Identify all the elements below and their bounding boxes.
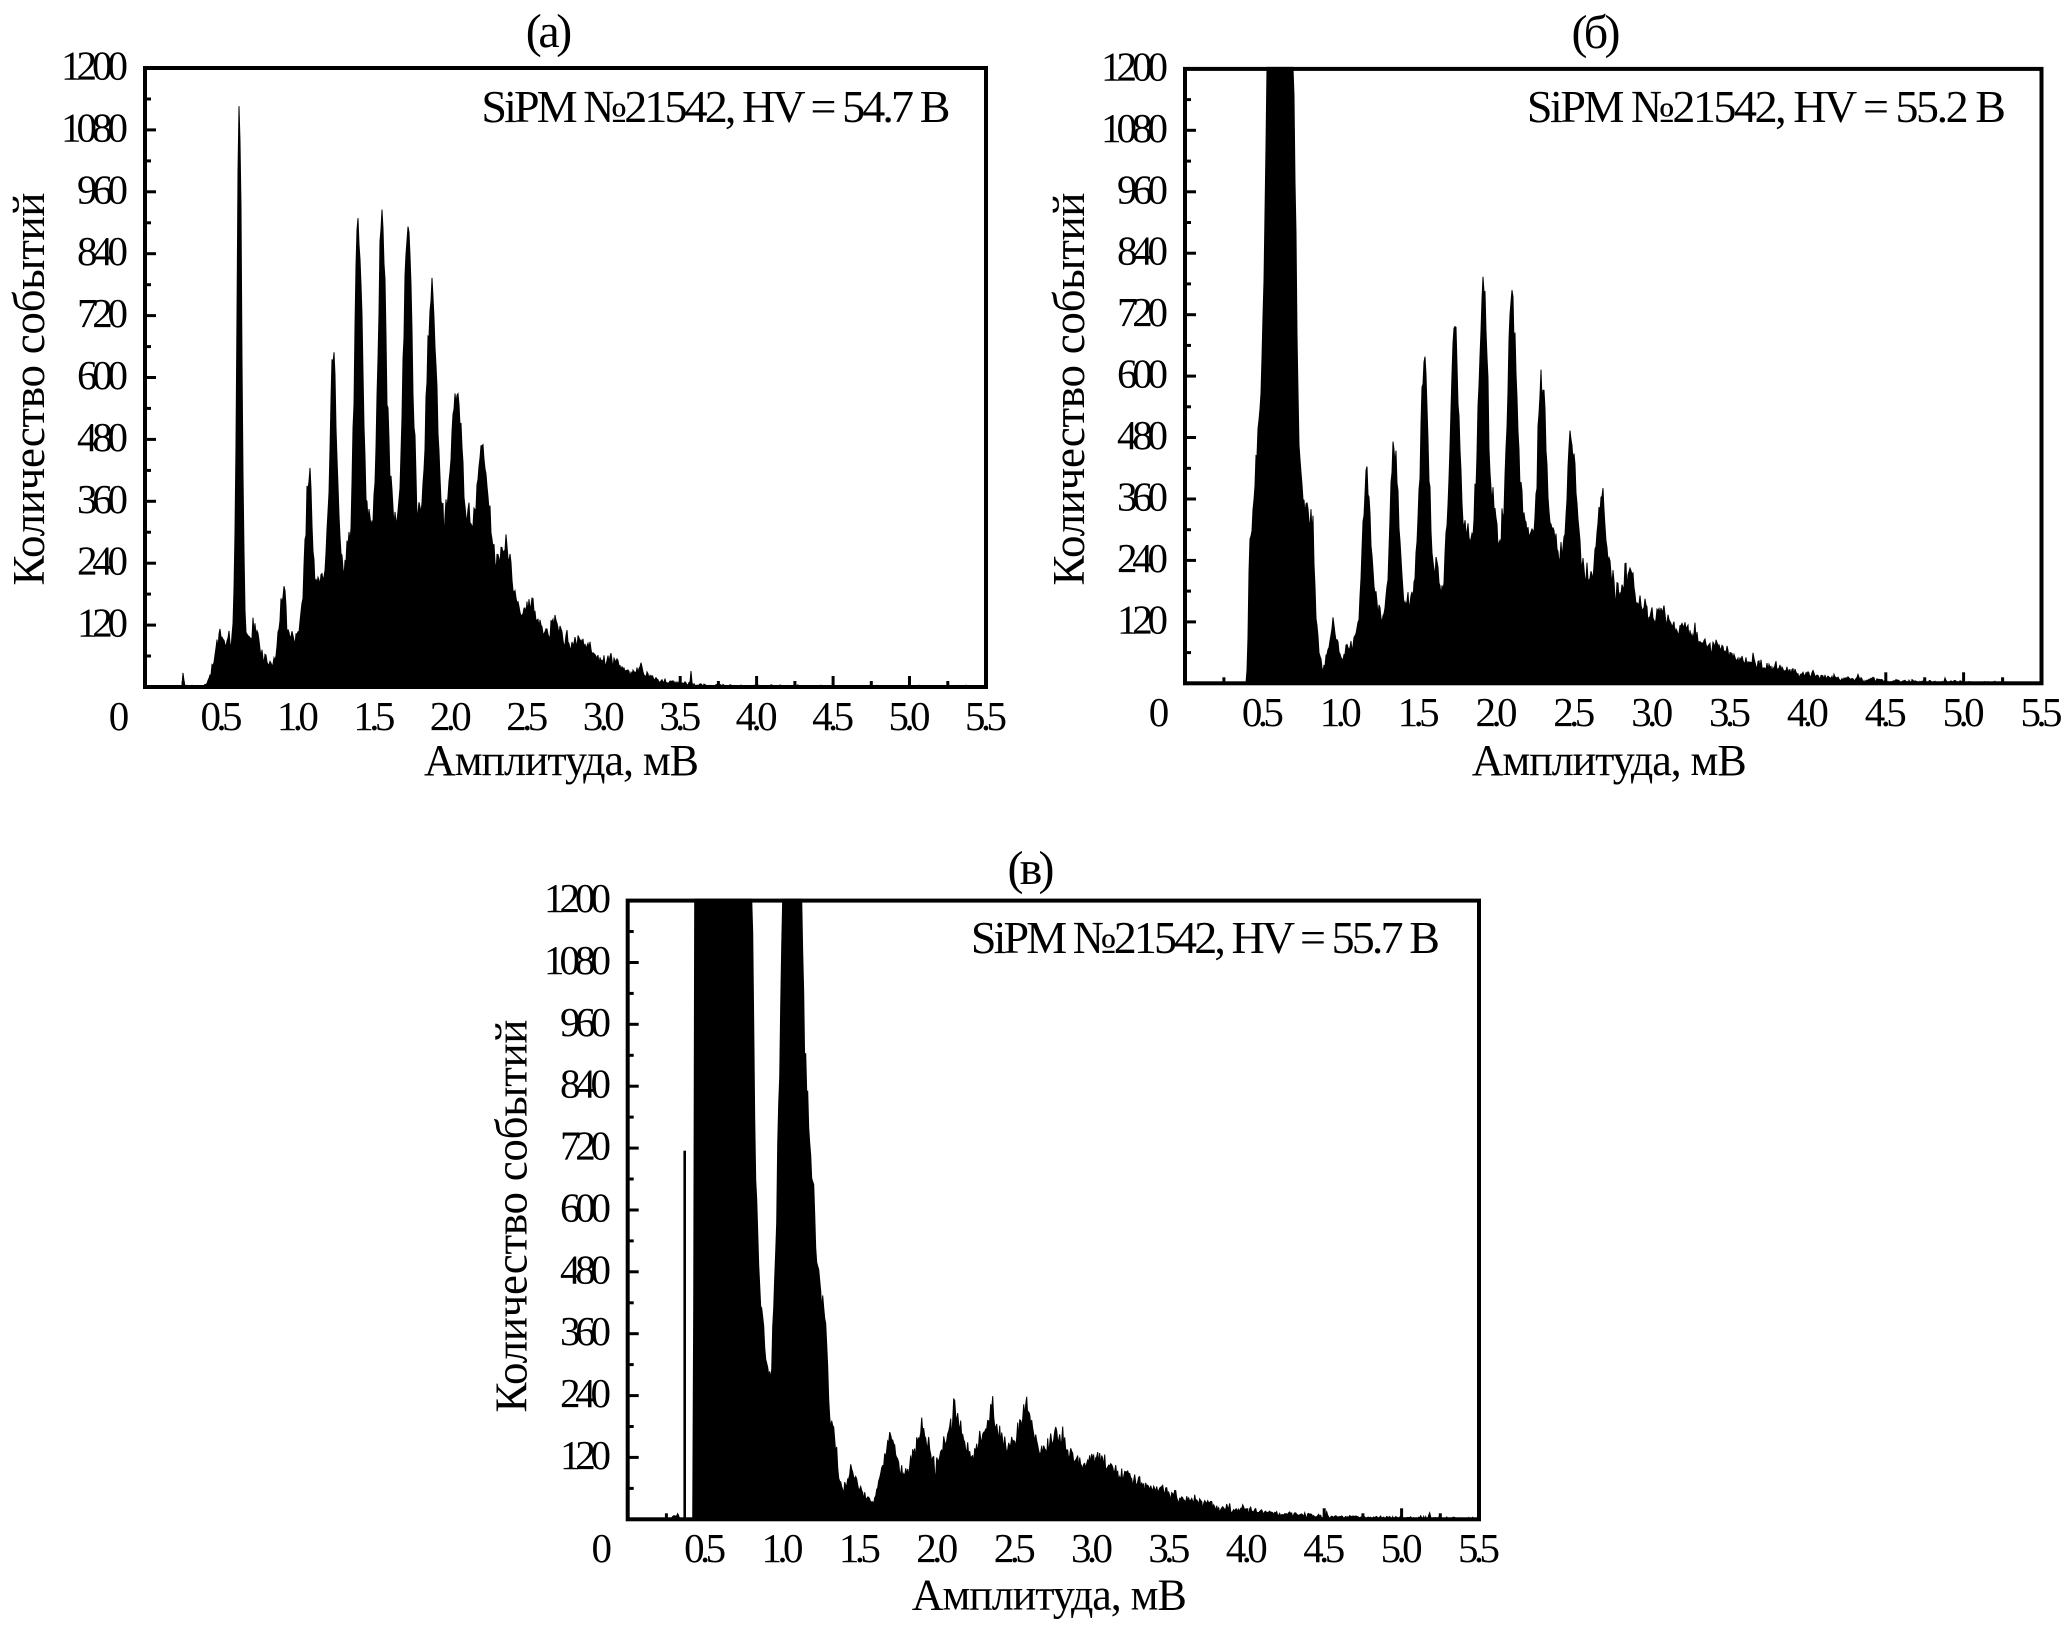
svg-text:4.0: 4.0: [1226, 1525, 1268, 1571]
svg-text:240: 240: [77, 538, 128, 584]
svg-text:1200: 1200: [61, 43, 128, 89]
svg-text:480: 480: [1117, 412, 1168, 458]
svg-text:0.5: 0.5: [201, 693, 243, 739]
svg-text:5.0: 5.0: [1381, 1525, 1423, 1571]
svg-text:840: 840: [1117, 228, 1168, 274]
svg-text:360: 360: [560, 1308, 611, 1354]
svg-text:480: 480: [77, 414, 128, 460]
svg-text:480: 480: [560, 1246, 611, 1292]
svg-text:720: 720: [560, 1123, 611, 1169]
svg-text:1080: 1080: [544, 937, 611, 983]
svg-text:3.0: 3.0: [1071, 1525, 1113, 1571]
svg-text:(б): (б): [1572, 6, 1621, 59]
svg-text:(в): (в): [1008, 842, 1055, 895]
svg-text:360: 360: [77, 476, 128, 522]
svg-text:0: 0: [109, 693, 130, 739]
svg-text:0.5: 0.5: [1242, 689, 1284, 735]
svg-text:SiPM №21542, HV = 55.7 В: SiPM №21542, HV = 55.7 В: [971, 912, 1440, 963]
svg-text:120: 120: [1117, 596, 1168, 642]
svg-text:Амплитуда, мВ: Амплитуда, мВ: [912, 1571, 1187, 1620]
svg-text:SiPM №21542, HV = 55.2 В: SiPM №21542, HV = 55.2 В: [1527, 81, 2006, 132]
svg-text:0.5: 0.5: [684, 1525, 726, 1571]
svg-text:240: 240: [1117, 535, 1168, 581]
svg-text:5.0: 5.0: [889, 693, 931, 739]
svg-text:2.5: 2.5: [994, 1525, 1036, 1571]
svg-text:4.0: 4.0: [1787, 689, 1829, 735]
svg-text:1.0: 1.0: [1320, 689, 1362, 735]
svg-text:3.5: 3.5: [659, 693, 701, 739]
svg-text:2.5: 2.5: [1553, 689, 1595, 735]
svg-text:3.5: 3.5: [1709, 689, 1751, 735]
svg-text:1.5: 1.5: [839, 1525, 881, 1571]
svg-text:0: 0: [591, 1525, 612, 1571]
svg-text:2.5: 2.5: [506, 693, 548, 739]
svg-text:3.0: 3.0: [1631, 689, 1673, 735]
svg-text:120: 120: [77, 600, 128, 646]
svg-text:1200: 1200: [544, 875, 611, 921]
svg-text:600: 600: [1117, 351, 1168, 397]
svg-text:840: 840: [77, 228, 128, 274]
svg-text:4.0: 4.0: [736, 693, 778, 739]
svg-text:600: 600: [560, 1185, 611, 1231]
svg-text:240: 240: [560, 1370, 611, 1416]
svg-text:Количество событий: Количество событий: [487, 1020, 537, 1413]
svg-text:1200: 1200: [1101, 43, 1168, 89]
svg-text:1.5: 1.5: [1398, 689, 1440, 735]
svg-text:600: 600: [77, 352, 128, 398]
svg-text:1080: 1080: [61, 104, 128, 150]
svg-text:3.0: 3.0: [583, 693, 625, 739]
svg-text:2.0: 2.0: [916, 1525, 958, 1571]
svg-text:1080: 1080: [1101, 105, 1168, 151]
svg-text:Количество событий: Количество событий: [1044, 193, 1094, 586]
svg-text:Количество событий: Количество событий: [4, 193, 54, 586]
svg-text:2.0: 2.0: [430, 693, 472, 739]
svg-text:3.5: 3.5: [1148, 1525, 1190, 1571]
svg-text:840: 840: [560, 1061, 611, 1107]
svg-text:1.0: 1.0: [277, 693, 319, 739]
svg-text:Амплитуда, мВ: Амплитуда, мВ: [1472, 736, 1747, 785]
svg-text:720: 720: [1117, 289, 1168, 335]
svg-text:360: 360: [1117, 474, 1168, 520]
svg-text:120: 120: [560, 1432, 611, 1478]
svg-text:960: 960: [77, 166, 128, 212]
svg-text:SiPM №21542, HV = 54.7 В: SiPM №21542, HV = 54.7 В: [481, 81, 950, 132]
svg-text:1.0: 1.0: [762, 1525, 804, 1571]
svg-text:720: 720: [77, 290, 128, 336]
svg-text:5.5: 5.5: [965, 693, 1007, 739]
svg-text:Амплитуда, мВ: Амплитуда, мВ: [424, 736, 699, 785]
svg-text:5.0: 5.0: [1943, 689, 1985, 735]
svg-text:1.5: 1.5: [353, 693, 395, 739]
svg-text:4.5: 4.5: [812, 693, 854, 739]
svg-text:4.5: 4.5: [1865, 689, 1907, 735]
svg-text:960: 960: [1117, 166, 1168, 212]
svg-text:0: 0: [1149, 689, 1170, 735]
svg-text:4.5: 4.5: [1303, 1525, 1345, 1571]
svg-text:960: 960: [560, 999, 611, 1045]
svg-text:(а): (а): [526, 5, 573, 58]
svg-text:5.5: 5.5: [2021, 689, 2063, 735]
svg-text:2.0: 2.0: [1476, 689, 1518, 735]
svg-text:5.5: 5.5: [1458, 1525, 1500, 1571]
